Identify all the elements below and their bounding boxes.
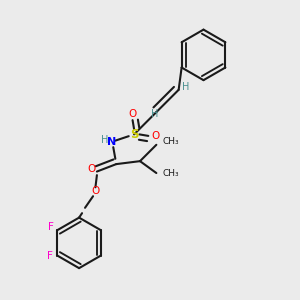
- Text: H: H: [182, 82, 190, 92]
- Text: O: O: [87, 164, 96, 174]
- Text: F: F: [48, 222, 54, 232]
- Text: CH₃: CH₃: [162, 137, 179, 146]
- Text: S: S: [130, 128, 138, 141]
- Text: H: H: [151, 109, 159, 118]
- Text: O: O: [151, 131, 160, 141]
- Text: O: O: [91, 186, 100, 196]
- Text: H: H: [101, 135, 108, 145]
- Text: N: N: [107, 137, 116, 147]
- Text: F: F: [47, 250, 53, 260]
- Text: O: O: [128, 109, 137, 118]
- Text: CH₃: CH₃: [162, 169, 179, 178]
